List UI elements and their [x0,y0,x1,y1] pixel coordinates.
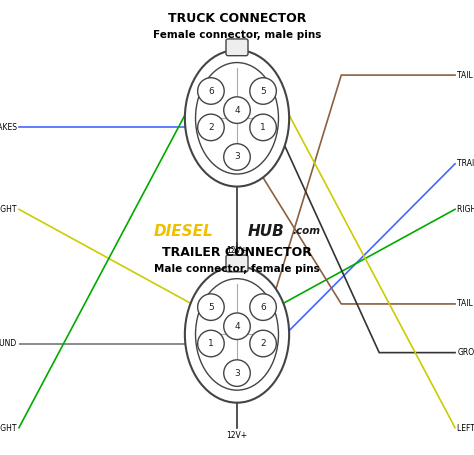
Text: HUB: HUB [248,224,285,238]
Text: 12V+: 12V+ [227,431,247,440]
Circle shape [250,78,276,104]
Text: TRAILER CONNECTOR: TRAILER CONNECTOR [162,246,312,259]
Circle shape [198,78,224,104]
Circle shape [224,97,250,123]
Text: 6: 6 [260,303,266,312]
Text: DIESEL: DIESEL [154,224,214,238]
Circle shape [198,114,224,141]
Text: 2: 2 [208,123,214,132]
Text: 1: 1 [260,123,266,132]
Text: 1: 1 [208,339,214,348]
Text: Male connector, female pins: Male connector, female pins [154,264,320,274]
Text: .com: .com [293,226,321,236]
Text: 4: 4 [234,322,240,331]
Text: GROUND: GROUND [457,348,474,357]
Text: 5: 5 [208,303,214,312]
Text: GROUND: GROUND [0,339,17,348]
Text: LEFT TURN/BRAKE LIGHT: LEFT TURN/BRAKE LIGHT [0,205,17,214]
Text: TRUCK CONNECTOR: TRUCK CONNECTOR [168,12,306,25]
Text: TAIL LIGHTS: TAIL LIGHTS [457,299,474,308]
Text: 4: 4 [234,106,240,115]
Circle shape [198,330,224,357]
Text: Female connector, male pins: Female connector, male pins [153,30,321,40]
Circle shape [224,360,250,386]
Text: TRAILER BRAKES: TRAILER BRAKES [0,123,17,132]
Text: LEFT TURN/BRAKE LIGHT: LEFT TURN/BRAKE LIGHT [457,423,474,432]
Text: 6: 6 [208,86,214,96]
Circle shape [224,313,250,339]
Text: 3: 3 [234,152,240,162]
Circle shape [250,294,276,320]
Ellipse shape [195,278,278,390]
Text: RIGHT TURN/BRAKE LIGHT: RIGHT TURN/BRAKE LIGHT [0,423,17,432]
Circle shape [224,144,250,170]
Text: 12V+: 12V+ [227,246,247,255]
Circle shape [250,330,276,357]
Ellipse shape [185,266,289,403]
Text: 5: 5 [260,86,266,96]
Ellipse shape [185,50,289,187]
FancyBboxPatch shape [226,39,248,56]
Text: TRAILER BRAKES: TRAILER BRAKES [457,159,474,168]
Text: 3: 3 [234,369,240,378]
Text: 2: 2 [260,339,266,348]
Ellipse shape [195,62,278,174]
Circle shape [250,114,276,141]
Text: TAIL LIGHTS: TAIL LIGHTS [457,71,474,80]
Circle shape [198,294,224,320]
Text: RIGHT TURN/BRAKE LIGHT: RIGHT TURN/BRAKE LIGHT [457,205,474,214]
FancyBboxPatch shape [226,255,248,272]
